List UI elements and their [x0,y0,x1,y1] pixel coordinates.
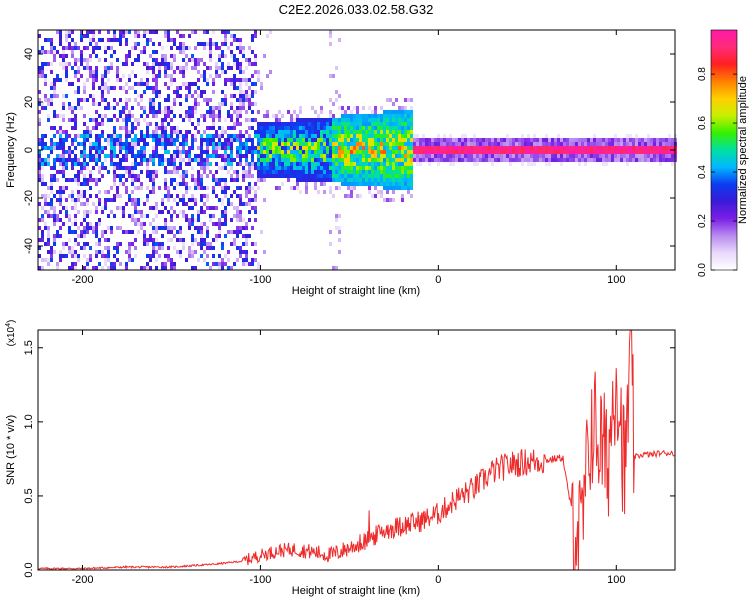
colorbar-label: Normalized spectral amplitude [737,76,749,224]
x-tick-label: -200 [71,274,93,286]
y-tick-label: -40 [23,238,35,254]
x-tick-label: 100 [607,574,625,586]
x-tick-label: -200 [71,574,93,586]
colorbar-tick-label: 0.4 [697,165,708,179]
spectrogram-cells [38,30,677,270]
snr-series-line [37,329,675,571]
snr-frame [37,329,676,571]
snr-y-axis-label: SNR (10 * v/v) [5,415,17,485]
y-tick-label: 0 [23,147,35,153]
figure-title: C2E2.2026.033.02.58.G32 [279,2,434,17]
y-tick-label: 1.0 [23,414,35,429]
y-tick-label: -20 [23,190,35,206]
colorbar-ticks: 0.0 0.2 0.4 0.6 0.8 [697,67,737,277]
x-tick-label: 0 [435,274,441,286]
snr-x-axis-label: Height of straight line (km) [292,585,420,597]
x-tick-label: 0 [435,574,441,586]
colorbar-tick-label: 0.6 [697,116,708,130]
snr-panel: -200 -100 0 100 0.0 0.5 1.0 1.5 Height of stra… [5,320,676,597]
colorbar-gradient [711,30,737,270]
y-tick-label: 20 [23,96,35,108]
colorbar: 0.0 0.2 0.4 0.6 0.8 Normalized spectral ampl… [697,29,749,277]
snr-x-axis: -200 -100 0 100 [71,330,625,586]
spectrogram-x-axis: -200 -100 0 100 [71,30,625,286]
snr-y-axis: 0.0 0.5 1.0 1.5 [23,340,675,578]
colorbar-tick-label: 0.8 [697,67,708,81]
colorbar-tick-label: 0.2 [697,214,708,228]
snr-multiplier: (x104) [5,320,17,347]
snr-plot-area [38,330,675,570]
y-tick-label: 1.5 [23,340,35,355]
spectrogram-y-axis: -40 -20 0 20 40 [23,48,675,254]
y-tick-label: 0.5 [23,488,35,503]
y-tick-label: 0.0 [23,562,35,577]
x-tick-label: 100 [607,274,625,286]
x-tick-label: -100 [249,274,271,286]
x-tick-label: -100 [249,574,271,586]
colorbar-tick-label: 0.0 [697,263,708,277]
y-tick-label: 40 [23,48,35,60]
colorbar-frame [710,29,738,271]
spectrogram-x-axis-label: Height of straight line (km) [292,285,420,297]
spectrogram-y-axis-label: Frequency (Hz) [5,112,17,188]
